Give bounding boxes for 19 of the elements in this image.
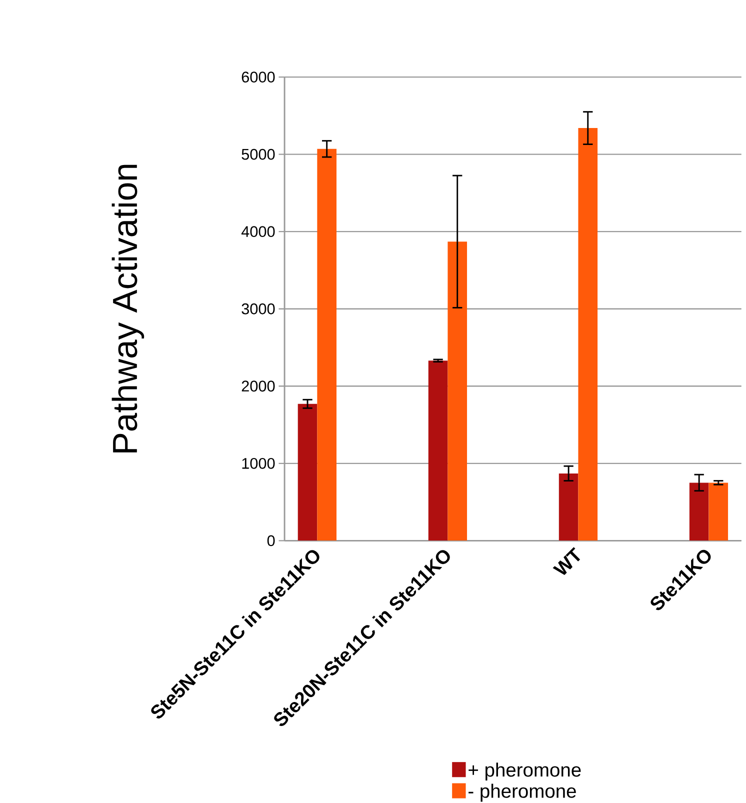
y-tick-label: 0 [267,535,275,546]
y-tick-label: 4000 [241,226,275,238]
y-axis-title: Pathway Activation [112,164,144,452]
y-tick-label: 6000 [242,72,275,83]
y-tick-label: 5000 [242,148,275,160]
y-tick-label: 1000 [242,458,275,469]
bar [317,148,336,541]
bar [428,360,448,541]
bar [448,242,467,541]
bar [558,473,578,541]
y-tick-label: 3000 [242,303,275,314]
bar [708,482,728,541]
legend-label: + pheromone [468,762,581,781]
bar [578,128,598,541]
x-tick-label: WT [552,547,580,575]
legend-label: - pheromone [468,784,576,802]
bar [298,404,318,541]
y-tick-label: 2000 [242,380,275,392]
bar [689,482,709,541]
